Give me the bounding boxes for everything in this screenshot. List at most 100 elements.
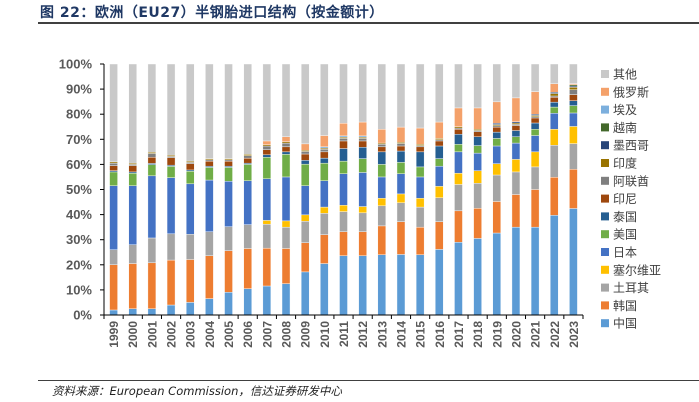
bar-segment — [262, 63, 272, 142]
bar-segment — [396, 126, 406, 143]
bar-segment — [109, 171, 118, 186]
bar-segment — [243, 288, 252, 316]
legend-swatch — [601, 194, 609, 203]
bar-segment — [511, 125, 521, 131]
x-tick-label: 2000 — [126, 321, 140, 348]
y-tick-label: 50% — [66, 182, 92, 197]
bar-segment — [166, 157, 176, 166]
bar-segment — [358, 212, 367, 232]
bar-segment — [300, 271, 310, 316]
bar-segment — [530, 166, 540, 190]
bar-segment — [511, 136, 521, 144]
bar-segment — [550, 93, 559, 97]
bar-stack-2023 — [569, 63, 578, 316]
bar-segment — [550, 83, 559, 93]
bar-segment — [569, 169, 578, 209]
legend-label: 越南 — [613, 120, 637, 135]
x-tick-label: 2002 — [165, 321, 179, 348]
bar-segment — [281, 154, 291, 178]
bar-segment — [281, 151, 291, 155]
bar-segment — [492, 232, 501, 316]
x-tick-label: 2007 — [260, 321, 274, 348]
bar-segment — [569, 63, 578, 84]
y-tick-label: 30% — [66, 232, 92, 247]
bar-segment — [243, 63, 252, 155]
bar-segment — [396, 150, 406, 163]
legend-swatch — [601, 87, 609, 96]
source-note: 资料来源：European Commission，信达证券研发中心 — [52, 384, 342, 398]
y-tick-label: 70% — [66, 132, 92, 147]
bar-stack-2015 — [415, 63, 425, 316]
bar-segment — [320, 162, 329, 181]
bar-segment — [186, 259, 195, 303]
bar-segment — [109, 162, 118, 166]
legend-label: 泰国 — [613, 210, 637, 224]
y-tick-label: 20% — [66, 257, 92, 272]
bar-segment — [473, 131, 482, 137]
legend-item: 韩国 — [601, 298, 637, 313]
legend-swatch — [601, 105, 609, 114]
bar-segment — [435, 121, 444, 139]
bar-stack-2013 — [377, 63, 387, 316]
bar-segment — [128, 185, 137, 245]
x-tick-label: 2009 — [299, 321, 313, 348]
legend-swatch — [601, 70, 609, 78]
y-tick-label: 0% — [73, 308, 92, 323]
bar-segment — [128, 263, 137, 309]
x-tick-label: 2001 — [145, 321, 159, 348]
legend-label: 美国 — [613, 228, 637, 242]
legend-item: 塞尔维亚 — [601, 262, 661, 277]
bar-segment — [358, 255, 367, 316]
x-tick-label: 2008 — [280, 321, 294, 348]
bar-segment — [511, 226, 521, 316]
figure-title: 图 22：欧洲（EU27）半钢胎进口结构（按金额计） — [40, 5, 384, 21]
bar-segment — [166, 177, 176, 235]
bar-segment — [205, 63, 214, 159]
legend-label: 土耳其 — [613, 281, 649, 295]
x-tick-label: 2015 — [414, 321, 428, 348]
bar-segment — [550, 63, 559, 84]
bar-segment — [224, 226, 233, 251]
bar-segment — [281, 220, 291, 228]
legend-label: 日本 — [613, 246, 637, 260]
bar-segment — [358, 140, 367, 148]
y-tick-label: 80% — [66, 107, 92, 122]
x-tick-label: 2010 — [318, 321, 332, 348]
bar-segment — [262, 223, 272, 249]
bar-segment — [454, 144, 463, 153]
bar-segment — [262, 154, 272, 158]
bar-segment — [320, 180, 329, 208]
bar-segment — [415, 146, 425, 153]
bar-segment — [396, 173, 406, 195]
y-tick-label: 90% — [66, 82, 92, 97]
bar-segment — [473, 107, 482, 130]
bar-segment — [262, 157, 272, 179]
bar-segment — [550, 215, 559, 316]
x-tick-label: 2016 — [433, 321, 447, 348]
bar-segment — [224, 292, 233, 316]
bar-stack-2012 — [358, 63, 367, 316]
bar-segment — [224, 167, 233, 182]
legend-swatch — [601, 265, 609, 274]
bar-stack-2004 — [205, 63, 214, 316]
bar-segment — [530, 63, 540, 92]
legend-swatch — [601, 159, 609, 167]
bar-segment — [415, 226, 425, 255]
bar-segment — [415, 127, 425, 145]
bar-segment — [530, 129, 540, 136]
bar-segment — [320, 151, 329, 159]
bar-segment — [454, 63, 463, 109]
bar-segment — [550, 176, 559, 216]
bar-segment — [147, 63, 157, 153]
bar-segment — [492, 163, 501, 176]
bar-segment — [454, 134, 463, 145]
bar-segment — [300, 185, 310, 216]
bar-segment — [396, 202, 406, 222]
bar-segment — [550, 113, 559, 130]
bar-segment — [300, 242, 310, 273]
bar-stack-2003 — [186, 63, 195, 316]
bar-segment — [281, 63, 291, 137]
bar-segment — [377, 225, 387, 255]
legend-swatch — [601, 176, 609, 185]
bar-segment — [300, 160, 310, 165]
